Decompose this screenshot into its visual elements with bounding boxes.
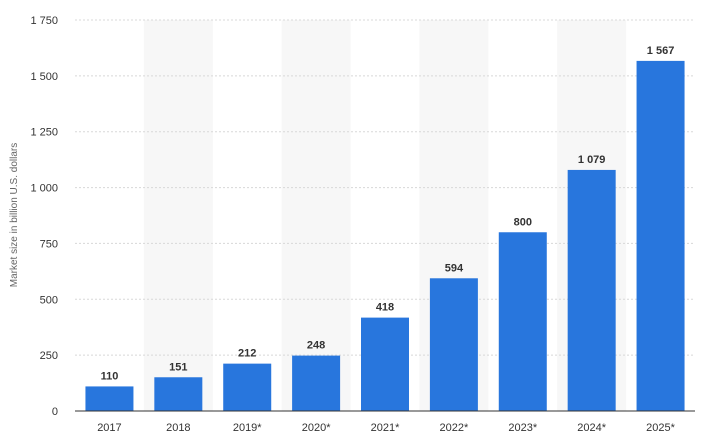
x-tick-label: 2023*: [508, 422, 537, 434]
data-label: 151: [169, 361, 187, 373]
y-tick-label: 250: [40, 350, 58, 362]
background-band: [143, 20, 213, 411]
x-tick-label: 2020*: [302, 422, 331, 434]
y-axis-label: Market size in billion U.S. dollars: [9, 143, 20, 288]
data-label: 594: [445, 262, 464, 274]
y-tick-label: 1 750: [30, 15, 58, 27]
y-tick-label: 1 500: [30, 71, 58, 83]
data-label: 248: [307, 340, 325, 352]
data-label: 800: [514, 216, 532, 228]
bar: [154, 377, 203, 411]
y-tick-label: 1 000: [30, 183, 58, 195]
y-tick-label: 0: [52, 406, 58, 418]
bar: [223, 363, 272, 411]
data-label: 212: [238, 348, 256, 360]
x-tick-label: 2024*: [577, 422, 606, 434]
bar: [567, 169, 616, 411]
bar: [429, 278, 478, 411]
data-labels: 110 151 212 248 418 594 800 1 079 1 567: [101, 45, 675, 383]
data-label: 418: [376, 302, 394, 314]
bars: [85, 60, 685, 412]
x-tick-label: 2021*: [371, 422, 400, 434]
x-tick-label: 2018: [166, 422, 190, 434]
x-tick-label: 2025*: [646, 422, 675, 434]
bar: [498, 232, 547, 411]
bar: [636, 60, 685, 412]
x-tick-label: 2022*: [440, 422, 469, 434]
y-tick-label: 750: [40, 238, 58, 250]
bar: [361, 317, 409, 411]
y-tick-label: 500: [40, 294, 58, 306]
y-tick-label: 1 250: [30, 127, 58, 139]
bar: [292, 355, 341, 411]
x-tick-label: 2017: [97, 422, 121, 434]
data-label: 110: [101, 370, 119, 382]
bar: [85, 386, 134, 411]
data-label: 1 567: [647, 45, 675, 57]
x-tick-label: 2019*: [233, 422, 262, 434]
x-axis-ticks: 2017 2018 2019* 2020* 2021* 2022* 2023* 2024* 20…: [97, 422, 675, 434]
background-band: [281, 20, 351, 411]
data-label: 1 079: [578, 154, 606, 166]
y-axis-ticks: 0 250 500 750 1 000 1 250 1 500 1 750: [30, 15, 58, 418]
